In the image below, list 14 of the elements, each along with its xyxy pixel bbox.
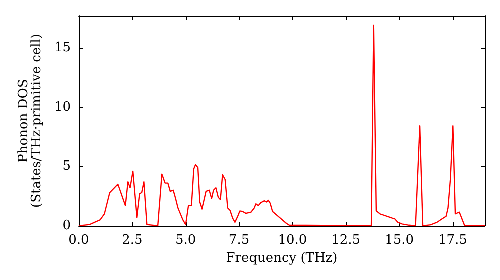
y-tick-label: 0 — [62, 218, 71, 234]
y-tick-label: 5 — [62, 159, 71, 174]
x-tick-label: 2.5 — [122, 233, 143, 248]
x-tick-label: 15.0 — [385, 233, 414, 248]
x-tick-label: 5.0 — [176, 233, 196, 248]
x-tick-label: 7.5 — [228, 233, 250, 248]
x-tick-label: 17.5 — [438, 233, 468, 248]
x-tick-label: 12.5 — [332, 233, 361, 248]
x-axis-title: Frequency (THz) — [226, 251, 338, 266]
y-tick-label: 15 — [54, 40, 71, 56]
y-axis-title: Phonon DOS (States/THz·primitive cell) — [16, 34, 45, 208]
y-tick-label: 10 — [54, 100, 71, 115]
x-tick-label: 0.0 — [68, 233, 90, 248]
x-tick-label: 10.0 — [278, 233, 308, 248]
